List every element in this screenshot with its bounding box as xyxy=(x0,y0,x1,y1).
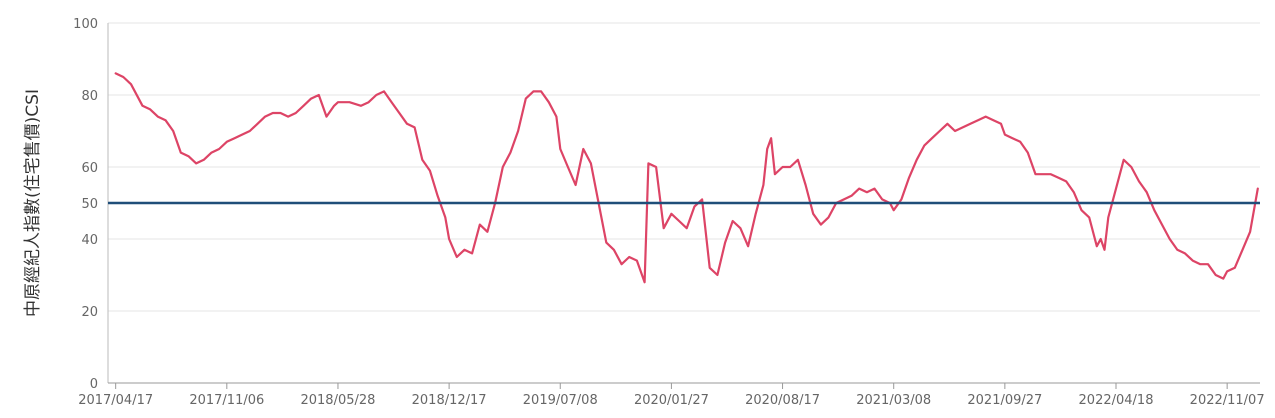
x-tick-label: 2017/04/17 xyxy=(78,393,153,408)
x-tick-label: 2019/07/08 xyxy=(523,393,598,408)
y-axis-title: 中原經紀人指數(住宅售價)CSI xyxy=(23,89,43,317)
y-tick-label: 50 xyxy=(81,197,98,212)
x-tick-label: 2017/11/06 xyxy=(189,393,264,408)
y-tick-label: 0 xyxy=(90,377,98,392)
x-tick-label: 2020/08/17 xyxy=(745,393,820,408)
grid-lines xyxy=(108,22,1260,312)
series-layer xyxy=(114,72,1259,284)
x-tick-label: 2022/04/18 xyxy=(1079,393,1154,408)
y-tick-label: 40 xyxy=(81,233,98,248)
x-tick-label: 2018/12/17 xyxy=(412,393,487,408)
y-tick-label: 60 xyxy=(81,161,98,176)
x-tick-label: 2021/03/08 xyxy=(856,393,931,408)
y-tick-label: 80 xyxy=(81,89,98,104)
y-tick-label: 20 xyxy=(81,305,98,320)
x-tick-label: 2021/09/27 xyxy=(967,393,1042,408)
x-tick-label: 2020/01/27 xyxy=(634,393,709,408)
x-tick-label: 2018/05/28 xyxy=(300,393,375,408)
axes xyxy=(107,23,1260,389)
csi-series-line xyxy=(114,72,1259,284)
y-tick-label: 100 xyxy=(73,17,98,32)
x-tick-label: 2022/11/07 xyxy=(1190,393,1265,408)
tick-labels: 0 20 40 50 60 80 100 2017/04/17 2017/11/06 2018/0… xyxy=(73,17,1264,408)
